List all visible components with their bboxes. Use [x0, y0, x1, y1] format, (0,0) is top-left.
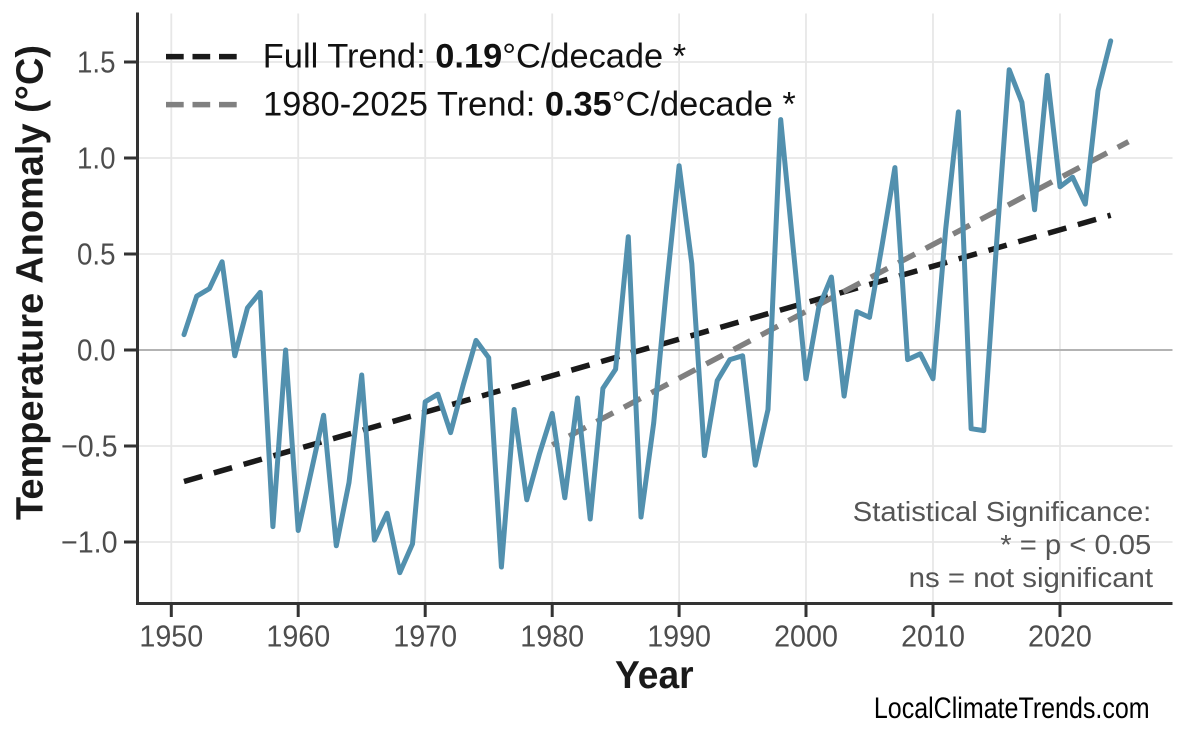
svg-text:0.0: 0.0 [77, 334, 116, 368]
svg-text:−1.0: −1.0 [61, 526, 118, 560]
svg-text:1.5: 1.5 [77, 46, 116, 80]
svg-text:1990: 1990 [647, 620, 711, 654]
svg-text:1960: 1960 [266, 620, 330, 654]
svg-text:ns = not significant: ns = not significant [909, 562, 1154, 593]
svg-text:−0.5: −0.5 [61, 430, 118, 464]
svg-text:1.0: 1.0 [77, 142, 116, 176]
svg-text:°C/decade *: °C/decade * [502, 38, 686, 76]
svg-text:1980: 1980 [520, 620, 584, 654]
svg-text:LocalClimateTrends.com: LocalClimateTrends.com [874, 692, 1150, 725]
svg-text:2000: 2000 [774, 620, 838, 654]
svg-text:0.5: 0.5 [77, 238, 116, 272]
svg-text:1950: 1950 [139, 620, 203, 654]
svg-text:Temperature Anomaly (°C): Temperature Anomaly (°C) [10, 45, 52, 520]
svg-text:0.35: 0.35 [545, 86, 612, 124]
svg-text:0.19: 0.19 [435, 38, 502, 76]
svg-text:* = p < 0.05: * = p < 0.05 [1000, 529, 1151, 560]
svg-text:Full Trend:: Full Trend: [263, 38, 436, 76]
svg-text:1980-2025 Trend:: 1980-2025 Trend: [263, 86, 545, 124]
svg-text:1970: 1970 [393, 620, 457, 654]
svg-text:°C/decade *: °C/decade * [612, 86, 796, 124]
svg-text:Statistical Significance:: Statistical Significance: [853, 496, 1152, 527]
svg-text:2020: 2020 [1028, 620, 1092, 654]
svg-text:2010: 2010 [901, 620, 965, 654]
svg-text:Year: Year [615, 654, 694, 697]
